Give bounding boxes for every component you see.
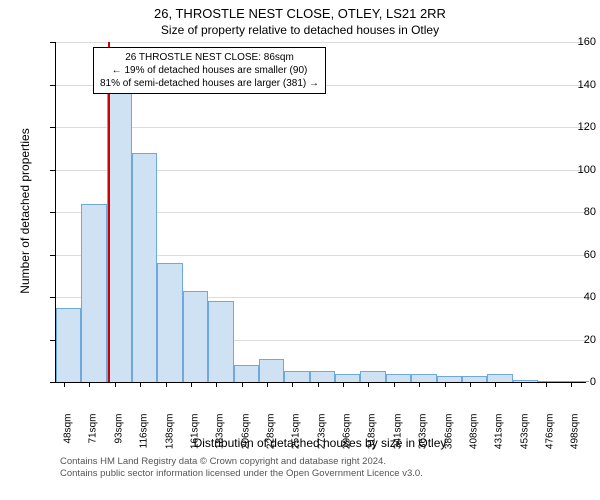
y-tick-label: 160 xyxy=(547,36,596,48)
info-box-line-3: 81% of semi-detached houses are larger (… xyxy=(100,77,319,90)
histogram-bar xyxy=(462,376,487,382)
y-tick-mark xyxy=(50,85,55,86)
histogram-bar xyxy=(234,365,259,382)
y-tick-mark xyxy=(50,170,55,171)
y-tick-mark xyxy=(50,297,55,298)
attribution-footer: Contains HM Land Registry data © Crown c… xyxy=(60,456,423,481)
footer-line-2: Contains public sector information licen… xyxy=(60,468,423,480)
histogram-bar xyxy=(284,371,309,382)
histogram-bar xyxy=(107,93,132,382)
x-tick-mark xyxy=(242,382,243,387)
x-tick-mark xyxy=(140,382,141,387)
histogram-bar xyxy=(132,153,157,383)
y-tick-mark xyxy=(50,382,55,383)
y-tick-label: 80 xyxy=(547,206,596,218)
chart-title-subtitle: Size of property relative to detached ho… xyxy=(0,21,600,37)
chart-container: 26, THROSTLE NEST CLOSE, OTLEY, LS21 2RR… xyxy=(0,0,600,500)
y-tick-label: 20 xyxy=(547,334,596,346)
x-tick-mark xyxy=(115,382,116,387)
histogram-bar xyxy=(335,374,360,383)
x-tick-mark xyxy=(445,382,446,387)
x-tick-mark xyxy=(546,382,547,387)
histogram-bar xyxy=(513,380,538,382)
y-tick-label: 60 xyxy=(547,249,596,261)
histogram-bar xyxy=(157,263,182,382)
histogram-bar xyxy=(259,359,284,382)
y-tick-mark xyxy=(50,340,55,341)
y-tick-mark xyxy=(50,212,55,213)
x-tick-mark xyxy=(292,382,293,387)
histogram-bar xyxy=(437,376,462,382)
y-tick-label: 40 xyxy=(547,291,596,303)
histogram-bar xyxy=(411,374,436,383)
info-box-line-2: ← 19% of detached houses are smaller (90… xyxy=(100,64,319,77)
gridline xyxy=(56,127,586,128)
x-tick-mark xyxy=(394,382,395,387)
x-tick-mark xyxy=(368,382,369,387)
histogram-bar xyxy=(386,374,411,383)
gridline xyxy=(56,42,586,43)
histogram-bar xyxy=(487,374,512,383)
chart-title-address: 26, THROSTLE NEST CLOSE, OTLEY, LS21 2RR xyxy=(0,0,600,21)
y-axis-label: Number of detached properties xyxy=(18,41,32,381)
y-tick-label: 100 xyxy=(547,164,596,176)
x-axis-label: Distribution of detached houses by size … xyxy=(55,436,585,450)
histogram-bar xyxy=(56,308,81,382)
x-tick-mark xyxy=(571,382,572,387)
y-tick-mark xyxy=(50,255,55,256)
x-tick-mark xyxy=(419,382,420,387)
y-tick-label: 140 xyxy=(547,79,596,91)
histogram-bar xyxy=(183,291,208,382)
histogram-bar xyxy=(81,204,106,383)
x-tick-mark xyxy=(343,382,344,387)
info-box-line-1: 26 THROSTLE NEST CLOSE: 86sqm xyxy=(100,51,319,64)
y-tick-mark xyxy=(50,42,55,43)
y-tick-mark xyxy=(50,127,55,128)
x-tick-mark xyxy=(89,382,90,387)
y-tick-label: 120 xyxy=(547,121,596,133)
histogram-bar xyxy=(310,371,335,382)
histogram-bar xyxy=(208,301,233,382)
footer-line-1: Contains HM Land Registry data © Crown c… xyxy=(60,456,423,468)
x-tick-mark xyxy=(470,382,471,387)
x-tick-mark xyxy=(166,382,167,387)
info-box: 26 THROSTLE NEST CLOSE: 86sqm ← 19% of d… xyxy=(93,47,326,94)
histogram-bar xyxy=(360,371,385,382)
x-tick-mark xyxy=(318,382,319,387)
x-tick-mark xyxy=(64,382,65,387)
x-tick-mark xyxy=(191,382,192,387)
x-tick-mark xyxy=(216,382,217,387)
x-tick-mark xyxy=(267,382,268,387)
x-tick-mark xyxy=(521,382,522,387)
x-tick-mark xyxy=(495,382,496,387)
